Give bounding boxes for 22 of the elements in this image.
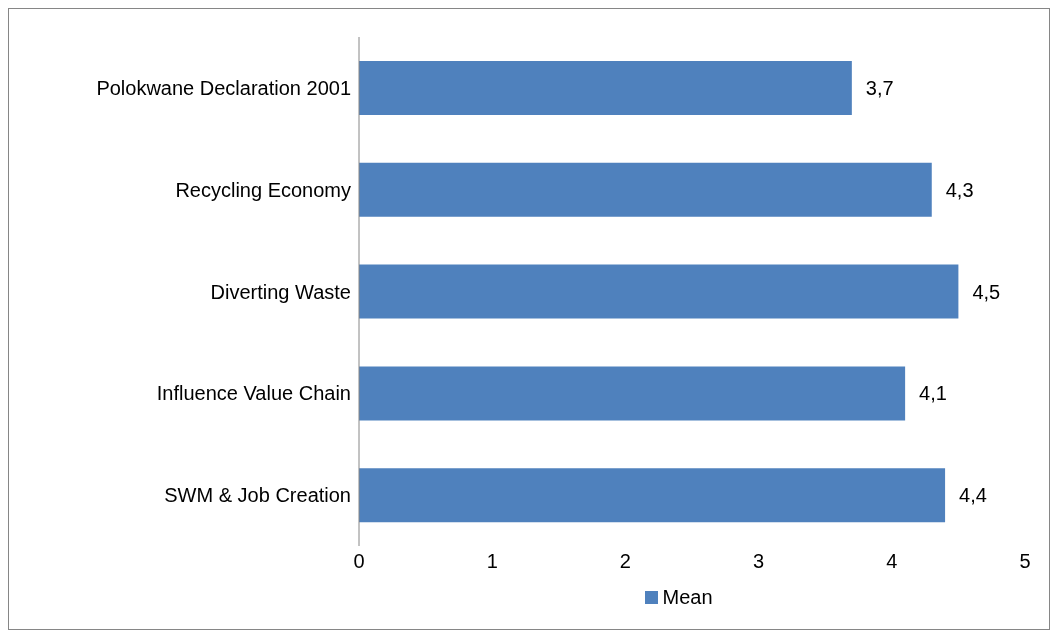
y-tick-label: SWM & Job Creation xyxy=(164,484,351,507)
bar xyxy=(359,162,932,217)
y-tick-label: Influence Value Chain xyxy=(156,382,351,405)
y-tick-label: Polokwane Declaration 2001 xyxy=(96,77,351,99)
x-tick-label: 5 xyxy=(1019,550,1031,573)
data-label: 4,5 xyxy=(972,280,1001,303)
bar xyxy=(359,264,959,319)
y-tick-label: Diverting Waste xyxy=(210,280,351,303)
data-label: 3,7 xyxy=(865,77,894,99)
bar xyxy=(359,468,946,523)
x-tick-label: 1 xyxy=(486,550,498,573)
x-tick-label: 4 xyxy=(886,550,898,573)
bar xyxy=(359,61,852,115)
y-tick-label: Recycling Economy xyxy=(175,178,351,201)
data-label: 4,1 xyxy=(919,382,947,405)
x-tick-label: 3 xyxy=(753,550,765,573)
bar xyxy=(359,366,906,421)
x-tick-label: 2 xyxy=(619,550,631,573)
x-tick-label: 0 xyxy=(353,550,365,573)
legend-label: Mean xyxy=(661,586,713,609)
data-label: 4,4 xyxy=(959,484,987,507)
data-label: 4,3 xyxy=(945,178,974,201)
